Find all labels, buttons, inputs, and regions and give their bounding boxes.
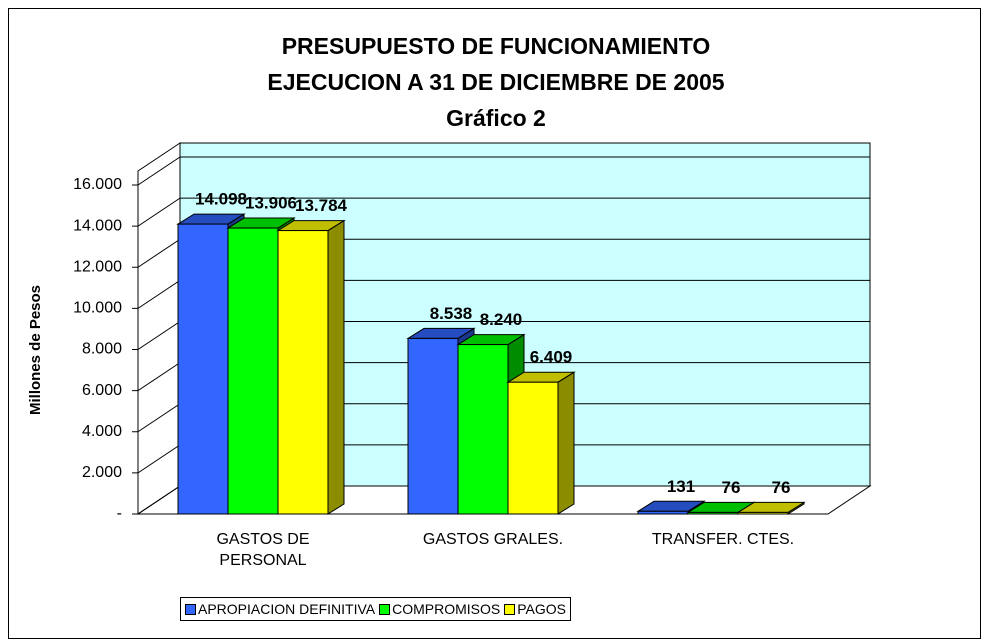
legend-swatch [504, 603, 516, 615]
legend-swatch [379, 603, 391, 615]
data-label: 8.538 [430, 304, 473, 323]
x-tick-label: TRANSFER. CTES. [651, 531, 795, 548]
x-tick-label: GASTOS DE PERSONAL [216, 531, 310, 569]
grid-line [137, 444, 181, 474]
data-label: 76 [772, 478, 791, 497]
data-label: 13.906 [245, 194, 297, 213]
data-label: 131 [667, 477, 695, 496]
bar [687, 511, 739, 515]
y-tick-label: 8.000 [82, 341, 122, 358]
y-tick-label: 2.000 [82, 464, 122, 481]
y-tick-label: 6.000 [82, 382, 122, 399]
bar [177, 223, 229, 515]
legend-swatch [185, 603, 196, 615]
y-tick-label: 16.000 [73, 176, 122, 193]
data-label: 14.098 [195, 190, 247, 209]
y-tick-label: - [117, 505, 122, 522]
bar-side [327, 219, 345, 515]
legend-item: PAGOS [504, 601, 566, 617]
legend: APROPIACION DEFINITIVA COMPROMISOS PAGOS [180, 597, 571, 621]
bar [457, 344, 509, 515]
chart-subtitle: Gráfico 2 [446, 105, 546, 131]
legend-item: COMPROMISOS [379, 601, 500, 617]
legend-label: COMPROMISOS [392, 601, 501, 617]
grid-line [137, 403, 181, 433]
bar-side [557, 371, 575, 515]
bar [737, 511, 789, 515]
grid-line [137, 362, 181, 392]
bar [227, 227, 279, 515]
chart-title: EJECUCION A 31 DE DICIEMBRE DE 2005 [267, 69, 724, 95]
bar [637, 510, 689, 515]
data-label: 13.784 [295, 196, 348, 215]
grid-line [137, 238, 181, 268]
bar [407, 337, 459, 515]
grid-line [137, 321, 181, 350]
legend-item: APROPIACION DEFINITIVA [185, 601, 375, 617]
grid-line [137, 197, 181, 227]
y-tick-label: 4.000 [82, 423, 122, 440]
grid-line [137, 156, 181, 186]
grid-line [137, 485, 181, 515]
x-tick-label: GASTOS GRALES. [422, 531, 564, 548]
legend-label: PAGOS [517, 601, 566, 617]
y-tick-label: 10.000 [73, 300, 122, 317]
bar [277, 230, 329, 515]
bar [507, 381, 559, 515]
chart-title: PRESUPUESTO DE FUNCIONAMIENTO [282, 33, 711, 59]
data-label: 6.409 [530, 348, 573, 367]
y-tick-label: 12.000 [73, 258, 122, 275]
y-axis-label: Millones de Pesos [27, 285, 44, 415]
data-label: 76 [722, 478, 741, 497]
y-tick-label: 14.000 [73, 217, 122, 234]
frame [8, 8, 981, 639]
grid-line [137, 279, 181, 309]
legend-label: APROPIACION DEFINITIVA [198, 601, 376, 617]
data-label: 8.240 [480, 310, 523, 329]
